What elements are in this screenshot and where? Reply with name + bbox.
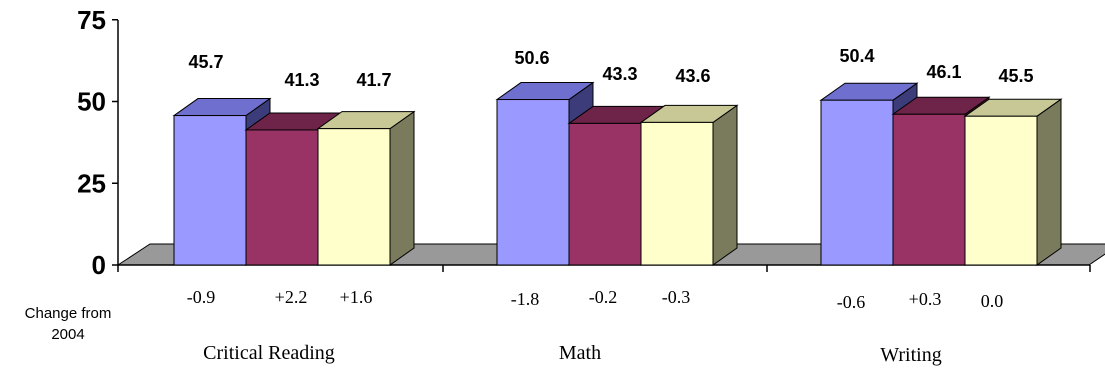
y-tick-label: 75 [77,5,106,35]
bar-side-face [712,104,738,266]
bar-front-face [820,99,894,266]
data-label: 43.6 [675,66,710,86]
bar-front-face [964,115,1038,266]
change-row-label-line-1: Change from [25,305,112,322]
category-label: Math [559,342,601,364]
change-value: 0.0 [981,291,1004,311]
data-label: 50.4 [839,46,874,66]
change-value: -1.8 [511,289,540,309]
bar-front-face [317,128,391,266]
y-tick-label: 25 [77,168,106,198]
change-value: +1.6 [340,287,373,307]
data-label: 41.7 [356,70,391,90]
data-label: 50.6 [514,48,549,68]
change-value: -0.9 [187,287,216,307]
chart-label-layer: 45.7 41.3 41.7 50.6 43.3 43.6 50.4 46.1 45.5 -0.9… [187,46,1034,366]
bar-front-face [640,121,714,266]
bar-side-face [389,110,415,266]
bar [963,98,1063,266]
change-value: +2.2 [275,287,308,307]
bar-front-face [173,115,247,266]
change-value: -0.3 [662,287,691,307]
change-row-label-line-2: 2004 [51,326,84,343]
change-value: -0.2 [589,287,618,307]
change-value: +0.3 [909,289,942,309]
category-label: Critical Reading [203,342,335,364]
data-label: 41.3 [284,70,319,90]
bar-side-face [1036,98,1062,266]
data-label: 45.7 [188,52,223,72]
chart-bar-layer [172,81,1063,266]
y-tick-label: 50 [77,87,106,117]
y-tick-label: 0 [92,250,106,280]
data-label: 45.5 [998,66,1033,86]
bar [316,110,416,266]
bar-front-face [892,113,966,266]
bar-front-face [496,99,570,266]
change-value: -0.6 [837,292,866,312]
data-label: 46.1 [926,62,961,82]
bar-front-face [245,129,319,266]
category-label: Writing [880,344,941,366]
data-label: 43.3 [602,64,637,84]
bar-front-face [568,122,642,266]
bar [639,104,739,266]
